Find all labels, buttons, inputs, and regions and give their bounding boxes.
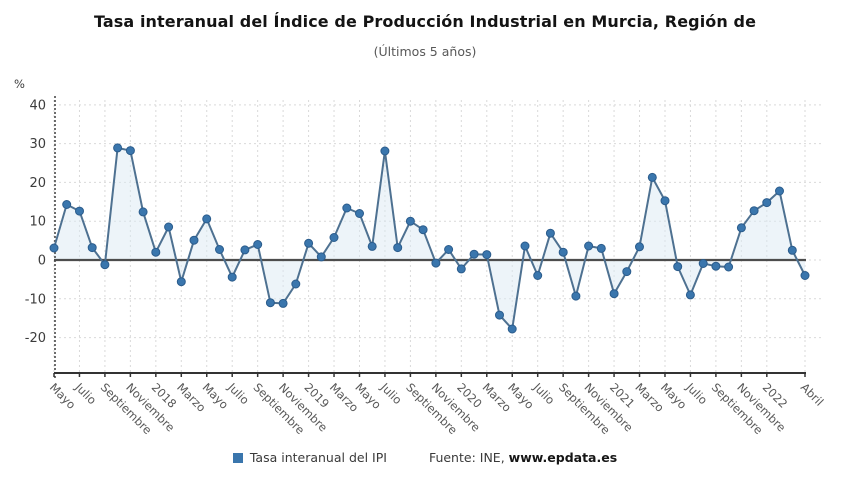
axis-tick-marks (53, 373, 806, 377)
data-point[interactable] (215, 245, 224, 254)
data-point[interactable] (342, 203, 352, 213)
y-gridlines (54, 104, 824, 339)
data-point[interactable] (151, 247, 161, 257)
data-point[interactable] (49, 243, 59, 253)
data-point[interactable] (571, 291, 581, 301)
data-point[interactable] (87, 243, 97, 253)
data-point[interactable] (227, 272, 237, 282)
source-text: Fuente: INE, www.epdata.es (429, 450, 617, 465)
y-axis-unit-label: % (14, 77, 25, 91)
data-point[interactable] (469, 249, 479, 259)
data-point[interactable] (189, 235, 199, 245)
chart-title: Tasa interanual del Índice de Producción… (93, 12, 757, 31)
ipi-line-chart: MayoJulioSeptiembreNoviembre2018MarzoMay… (14, 77, 826, 438)
data-point[interactable] (622, 267, 632, 277)
data-point[interactable] (736, 223, 746, 233)
y-tick-label: -20 (25, 331, 46, 346)
data-point[interactable] (265, 298, 275, 308)
y-tick-label: 0 (38, 254, 46, 269)
data-point[interactable] (685, 290, 695, 300)
data-point[interactable] (62, 200, 72, 209)
data-point[interactable] (482, 250, 492, 260)
legend-item-ipi[interactable]: Tasa interanual del IPI (232, 450, 387, 465)
data-point[interactable] (545, 228, 555, 238)
x-tick-label: Abril (798, 380, 826, 408)
legend-label: Tasa interanual del IPI (249, 450, 387, 465)
data-point[interactable] (164, 222, 174, 232)
legend-swatch-icon (232, 452, 243, 463)
y-tick-label: 10 (29, 215, 46, 230)
data-point[interactable] (711, 261, 721, 271)
data-point[interactable] (304, 238, 314, 248)
data-point[interactable] (355, 209, 364, 218)
data-point[interactable] (787, 245, 797, 255)
y-tick-label: 30 (29, 137, 46, 152)
chart-subtitle: (Últimos 5 años) (373, 44, 477, 59)
data-point[interactable] (800, 271, 810, 280)
data-point[interactable] (367, 241, 377, 251)
data-point[interactable] (329, 233, 339, 242)
data-point[interactable] (660, 196, 670, 206)
data-point[interactable] (762, 198, 772, 208)
data-point[interactable] (240, 245, 250, 255)
source-prefix: Fuente: INE, (428, 450, 505, 465)
data-point[interactable] (202, 214, 212, 224)
ipi-line (53, 146, 806, 330)
data-point[interactable] (75, 206, 84, 216)
area-fill (54, 147, 805, 329)
data-point[interactable] (316, 252, 326, 262)
data-point[interactable] (507, 324, 517, 334)
chart-footer: Tasa interanual del IPI Fuente: INE, www.… (0, 450, 850, 465)
x-tick-label: Mayo (47, 380, 79, 412)
data-point[interactable] (113, 143, 123, 153)
data-point[interactable] (533, 271, 543, 280)
data-point[interactable] (393, 243, 403, 253)
y-tick-label: 40 (29, 98, 46, 113)
data-point[interactable] (253, 240, 263, 249)
data-point[interactable] (698, 259, 708, 268)
data-point[interactable] (520, 241, 530, 251)
data-point[interactable] (558, 247, 568, 257)
y-tick-label: -10 (25, 292, 46, 307)
data-point[interactable] (609, 289, 619, 299)
data-point[interactable] (431, 258, 441, 268)
y-tick-label: 20 (29, 176, 46, 191)
data-point[interactable] (749, 206, 759, 216)
data-point[interactable] (278, 298, 288, 308)
data-point[interactable] (176, 277, 186, 287)
data-point[interactable] (380, 146, 390, 156)
y-tick-labels: 40 30 20 10 0 -10 -20 (25, 98, 46, 346)
data-point-markers (49, 143, 810, 334)
data-point[interactable] (405, 216, 415, 226)
data-point[interactable] (775, 186, 784, 196)
data-point[interactable] (125, 146, 135, 156)
data-point[interactable] (138, 207, 148, 217)
data-point[interactable] (673, 262, 683, 272)
source-site-link[interactable]: www.epdata.es (508, 450, 618, 465)
data-point[interactable] (456, 264, 466, 274)
data-point[interactable] (584, 241, 594, 251)
data-point[interactable] (647, 172, 657, 182)
data-point[interactable] (291, 279, 301, 289)
data-point[interactable] (100, 260, 110, 270)
data-point[interactable] (635, 242, 644, 252)
data-point[interactable] (444, 245, 454, 254)
data-point[interactable] (418, 225, 428, 235)
data-point[interactable] (495, 310, 504, 320)
x-tick-labels: MayoJulioSeptiembreNoviembre2018MarzoMay… (47, 380, 826, 438)
data-point[interactable] (724, 262, 734, 272)
data-point[interactable] (596, 243, 606, 253)
